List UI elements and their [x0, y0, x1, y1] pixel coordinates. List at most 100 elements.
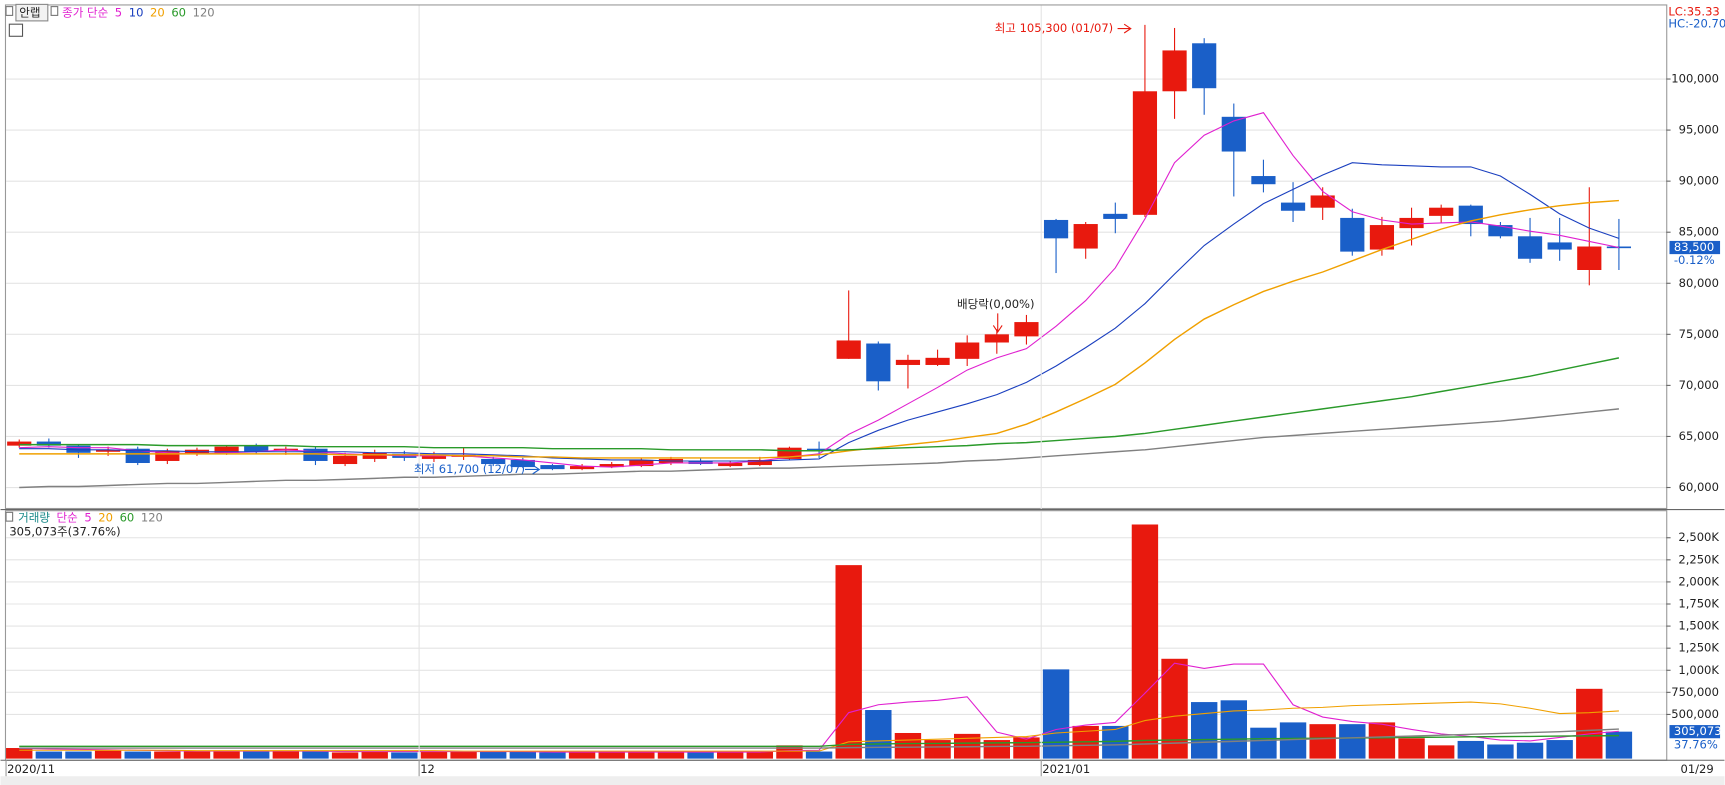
- candle-body: [895, 359, 921, 365]
- volume-bar: [865, 710, 892, 759]
- y-tick-label: 2,000K: [1678, 574, 1719, 588]
- calendar-icon[interactable]: [8, 23, 24, 37]
- icon[interactable]: [50, 6, 59, 16]
- candle-body: [1162, 50, 1187, 92]
- candle-body: [540, 465, 565, 470]
- y-tick-label: 2,500K: [1678, 530, 1719, 544]
- y-tick-label: 75,000: [1679, 327, 1719, 341]
- volume-bar: [1220, 700, 1247, 759]
- icon[interactable]: [5, 6, 14, 16]
- volume-info: 305,073주(37.76%): [9, 525, 120, 539]
- price-panel: [4, 4, 1668, 510]
- last-volume-tag: [1669, 725, 1721, 739]
- candle-body: [1488, 225, 1513, 237]
- ma-line: [19, 357, 1620, 452]
- volume-bar: [1516, 742, 1544, 759]
- legend-entry: 20: [98, 510, 113, 524]
- volume-bar: [1042, 669, 1070, 759]
- y-tick-label: 100,000: [1671, 72, 1719, 86]
- candle-body: [1014, 322, 1039, 337]
- volume-bar: [894, 732, 922, 759]
- lc-label: LC:35.33: [1668, 5, 1719, 19]
- candle-body: [1073, 224, 1098, 249]
- legend-entry: 120: [141, 510, 163, 524]
- x-tick-label: 01/29: [1680, 762, 1713, 776]
- volume-bar: [1339, 724, 1366, 759]
- candle-body: [214, 446, 239, 453]
- volume-bar: [628, 751, 655, 759]
- volume-bar: [391, 752, 418, 759]
- candle-body: [96, 449, 121, 452]
- volume-bar: [1368, 722, 1396, 759]
- volume-bar: [509, 751, 537, 759]
- candle-body: [36, 441, 61, 446]
- legend-entry: 60: [171, 6, 186, 20]
- candle-body: [362, 452, 387, 459]
- y-tick-label: 85,000: [1679, 225, 1719, 239]
- candle-body: [777, 447, 802, 459]
- candle-body: [1251, 176, 1276, 185]
- volume-bar: [1102, 725, 1129, 759]
- candle-body: [1340, 217, 1365, 252]
- legend-entry: 5: [115, 6, 122, 20]
- legend-title: 거래량: [18, 510, 50, 524]
- ma-line: [19, 728, 1619, 749]
- last-volume-label: 305,073: [1674, 724, 1722, 738]
- legend-entry: 5: [84, 510, 91, 524]
- candle-body: [332, 455, 358, 465]
- ma-line: [19, 199, 1619, 459]
- volume-bar: [331, 752, 359, 759]
- stock-box[interactable]: [15, 3, 49, 22]
- volume-bar: [154, 751, 181, 759]
- volume-bar: [1546, 740, 1573, 759]
- volume-bar: [302, 751, 329, 759]
- candle-body: [1310, 195, 1335, 208]
- volume-bar: [1250, 727, 1277, 759]
- x-tick-label: 12: [420, 762, 435, 776]
- volume-bar: [657, 751, 685, 759]
- y-tick-label: 1,250K: [1678, 641, 1719, 655]
- candle-body: [984, 334, 1009, 343]
- ma-line: [19, 162, 1620, 462]
- arrow: [992, 313, 1003, 334]
- candle-body: [1043, 219, 1069, 239]
- candle-body: [125, 448, 150, 464]
- legend-prefix: 종가 단순: [62, 6, 108, 20]
- candle-body: [866, 343, 891, 382]
- volume-bar: [924, 740, 951, 759]
- volume-bar: [6, 748, 33, 759]
- volume-bar: [598, 751, 625, 759]
- candle-body: [421, 454, 447, 459]
- candle-body: [718, 463, 743, 467]
- x-tick-label: 2020/11: [7, 762, 55, 776]
- candle-body: [1103, 213, 1128, 219]
- hc-label: HC:-20.70: [1668, 17, 1725, 31]
- volume-bar: [450, 751, 477, 759]
- volume-bar: [183, 751, 211, 759]
- candle-body: [599, 464, 624, 468]
- candle-body: [925, 357, 950, 365]
- high-annotation: 최고 105,300 (01/07): [995, 21, 1113, 35]
- volume-bar: [213, 751, 240, 759]
- volume-bar: [835, 565, 862, 759]
- y-tick-label: 1,750K: [1678, 597, 1719, 611]
- candle-body: [569, 466, 595, 470]
- candle-body: [1399, 217, 1424, 229]
- y-tick-label: 65,000: [1679, 429, 1719, 443]
- change-label: -0.12%: [1674, 253, 1715, 267]
- legend-entry: 120: [193, 6, 215, 20]
- y-tick-label: 2,250K: [1678, 552, 1719, 566]
- volume-bar: [568, 752, 596, 759]
- last-price-tag: [1669, 240, 1721, 255]
- icon[interactable]: [5, 511, 14, 522]
- scroll-bar[interactable]: [0, 776, 1725, 785]
- volume-bar: [1576, 688, 1603, 759]
- volume-bar: [1398, 738, 1425, 759]
- candle-body: [1517, 236, 1543, 259]
- last-price-label: 83,500: [1674, 240, 1714, 254]
- y-tick-label: 95,000: [1679, 123, 1719, 137]
- ma-line: [19, 112, 1620, 468]
- volume-bar: [272, 750, 300, 759]
- volume-bar: [746, 751, 774, 759]
